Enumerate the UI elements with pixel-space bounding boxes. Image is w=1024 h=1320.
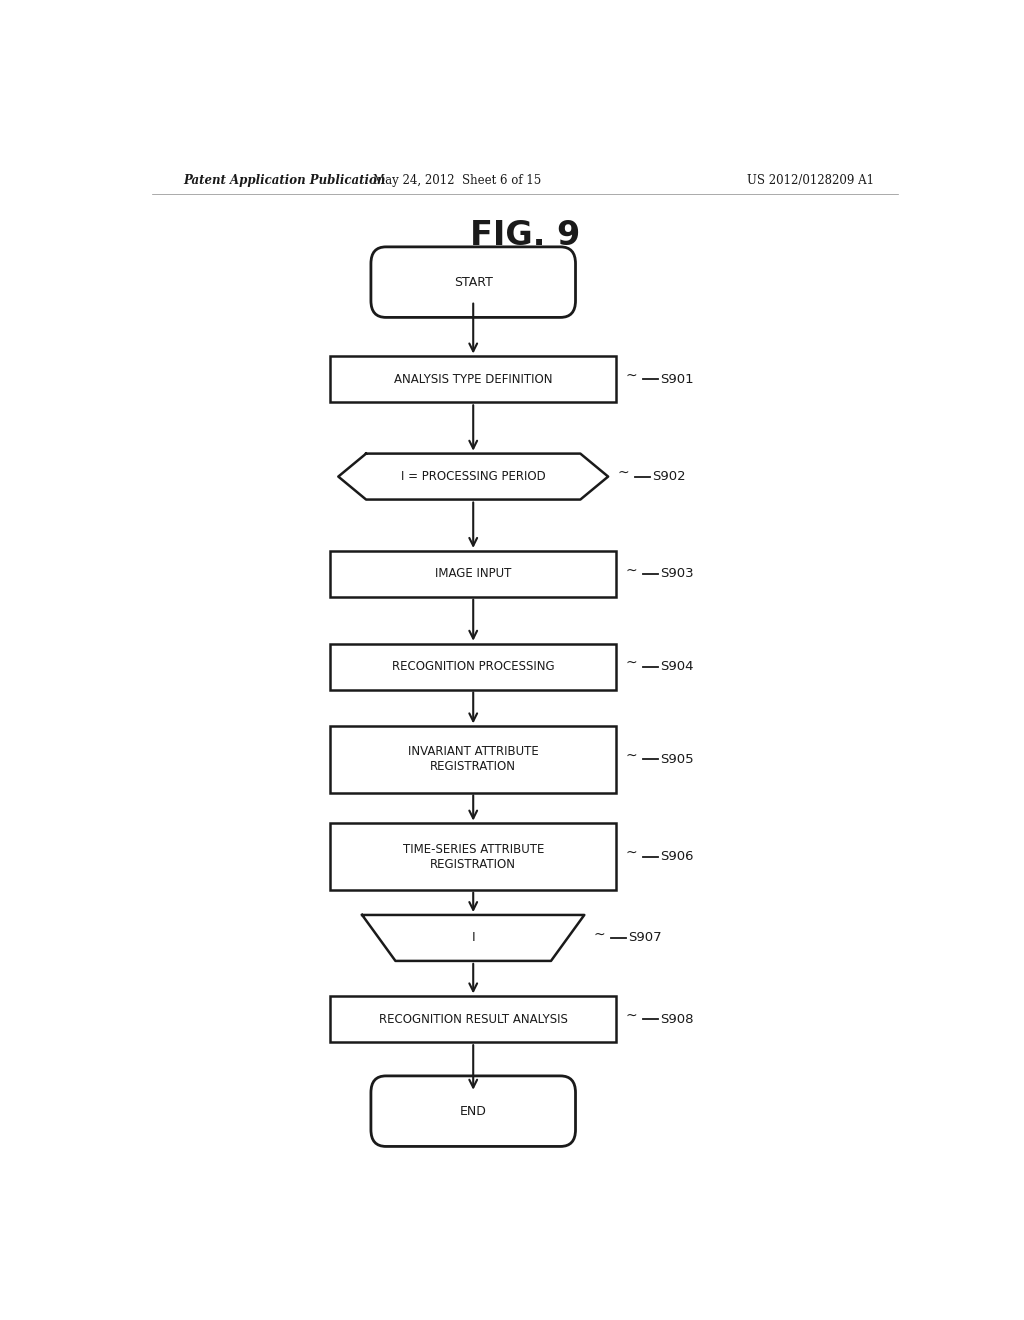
Text: ~: ~ xyxy=(626,1008,637,1023)
Text: ~: ~ xyxy=(626,656,637,671)
Polygon shape xyxy=(338,454,608,499)
Text: ~: ~ xyxy=(626,564,637,577)
Text: ~: ~ xyxy=(594,928,605,941)
Text: ~: ~ xyxy=(626,846,637,861)
Text: S901: S901 xyxy=(659,372,693,385)
Text: S906: S906 xyxy=(659,850,693,863)
Text: ~: ~ xyxy=(626,748,637,763)
Text: S903: S903 xyxy=(659,568,693,581)
Text: May 24, 2012  Sheet 6 of 15: May 24, 2012 Sheet 6 of 15 xyxy=(373,174,542,186)
Text: TIME-SERIES ATTRIBUTE
REGISTRATION: TIME-SERIES ATTRIBUTE REGISTRATION xyxy=(402,842,544,871)
Text: S905: S905 xyxy=(659,752,693,766)
Text: RECOGNITION RESULT ANALYSIS: RECOGNITION RESULT ANALYSIS xyxy=(379,1012,567,1026)
Text: ~: ~ xyxy=(626,368,637,383)
Text: INVARIANT ATTRIBUTE
REGISTRATION: INVARIANT ATTRIBUTE REGISTRATION xyxy=(408,746,539,774)
Text: ANALYSIS TYPE DEFINITION: ANALYSIS TYPE DEFINITION xyxy=(394,372,553,385)
Text: START: START xyxy=(454,276,493,289)
Bar xyxy=(331,356,616,403)
Text: S904: S904 xyxy=(659,660,693,673)
Text: S902: S902 xyxy=(652,470,685,483)
Bar xyxy=(331,824,616,890)
FancyBboxPatch shape xyxy=(371,247,575,317)
Polygon shape xyxy=(362,915,585,961)
Text: ~: ~ xyxy=(617,466,630,480)
Text: US 2012/0128209 A1: US 2012/0128209 A1 xyxy=(748,174,874,186)
Text: Patent Application Publication: Patent Application Publication xyxy=(183,174,386,186)
Text: S907: S907 xyxy=(628,932,662,944)
Bar xyxy=(331,997,616,1043)
Bar xyxy=(331,644,616,689)
Bar xyxy=(331,550,616,597)
Text: RECOGNITION PROCESSING: RECOGNITION PROCESSING xyxy=(392,660,555,673)
FancyBboxPatch shape xyxy=(371,1076,575,1147)
Text: I = PROCESSING PERIOD: I = PROCESSING PERIOD xyxy=(400,470,546,483)
Text: END: END xyxy=(460,1105,486,1118)
Bar xyxy=(331,726,616,792)
Text: S908: S908 xyxy=(659,1012,693,1026)
Text: IMAGE INPUT: IMAGE INPUT xyxy=(435,568,511,581)
Text: I: I xyxy=(471,932,475,944)
Text: FIG. 9: FIG. 9 xyxy=(470,219,580,252)
